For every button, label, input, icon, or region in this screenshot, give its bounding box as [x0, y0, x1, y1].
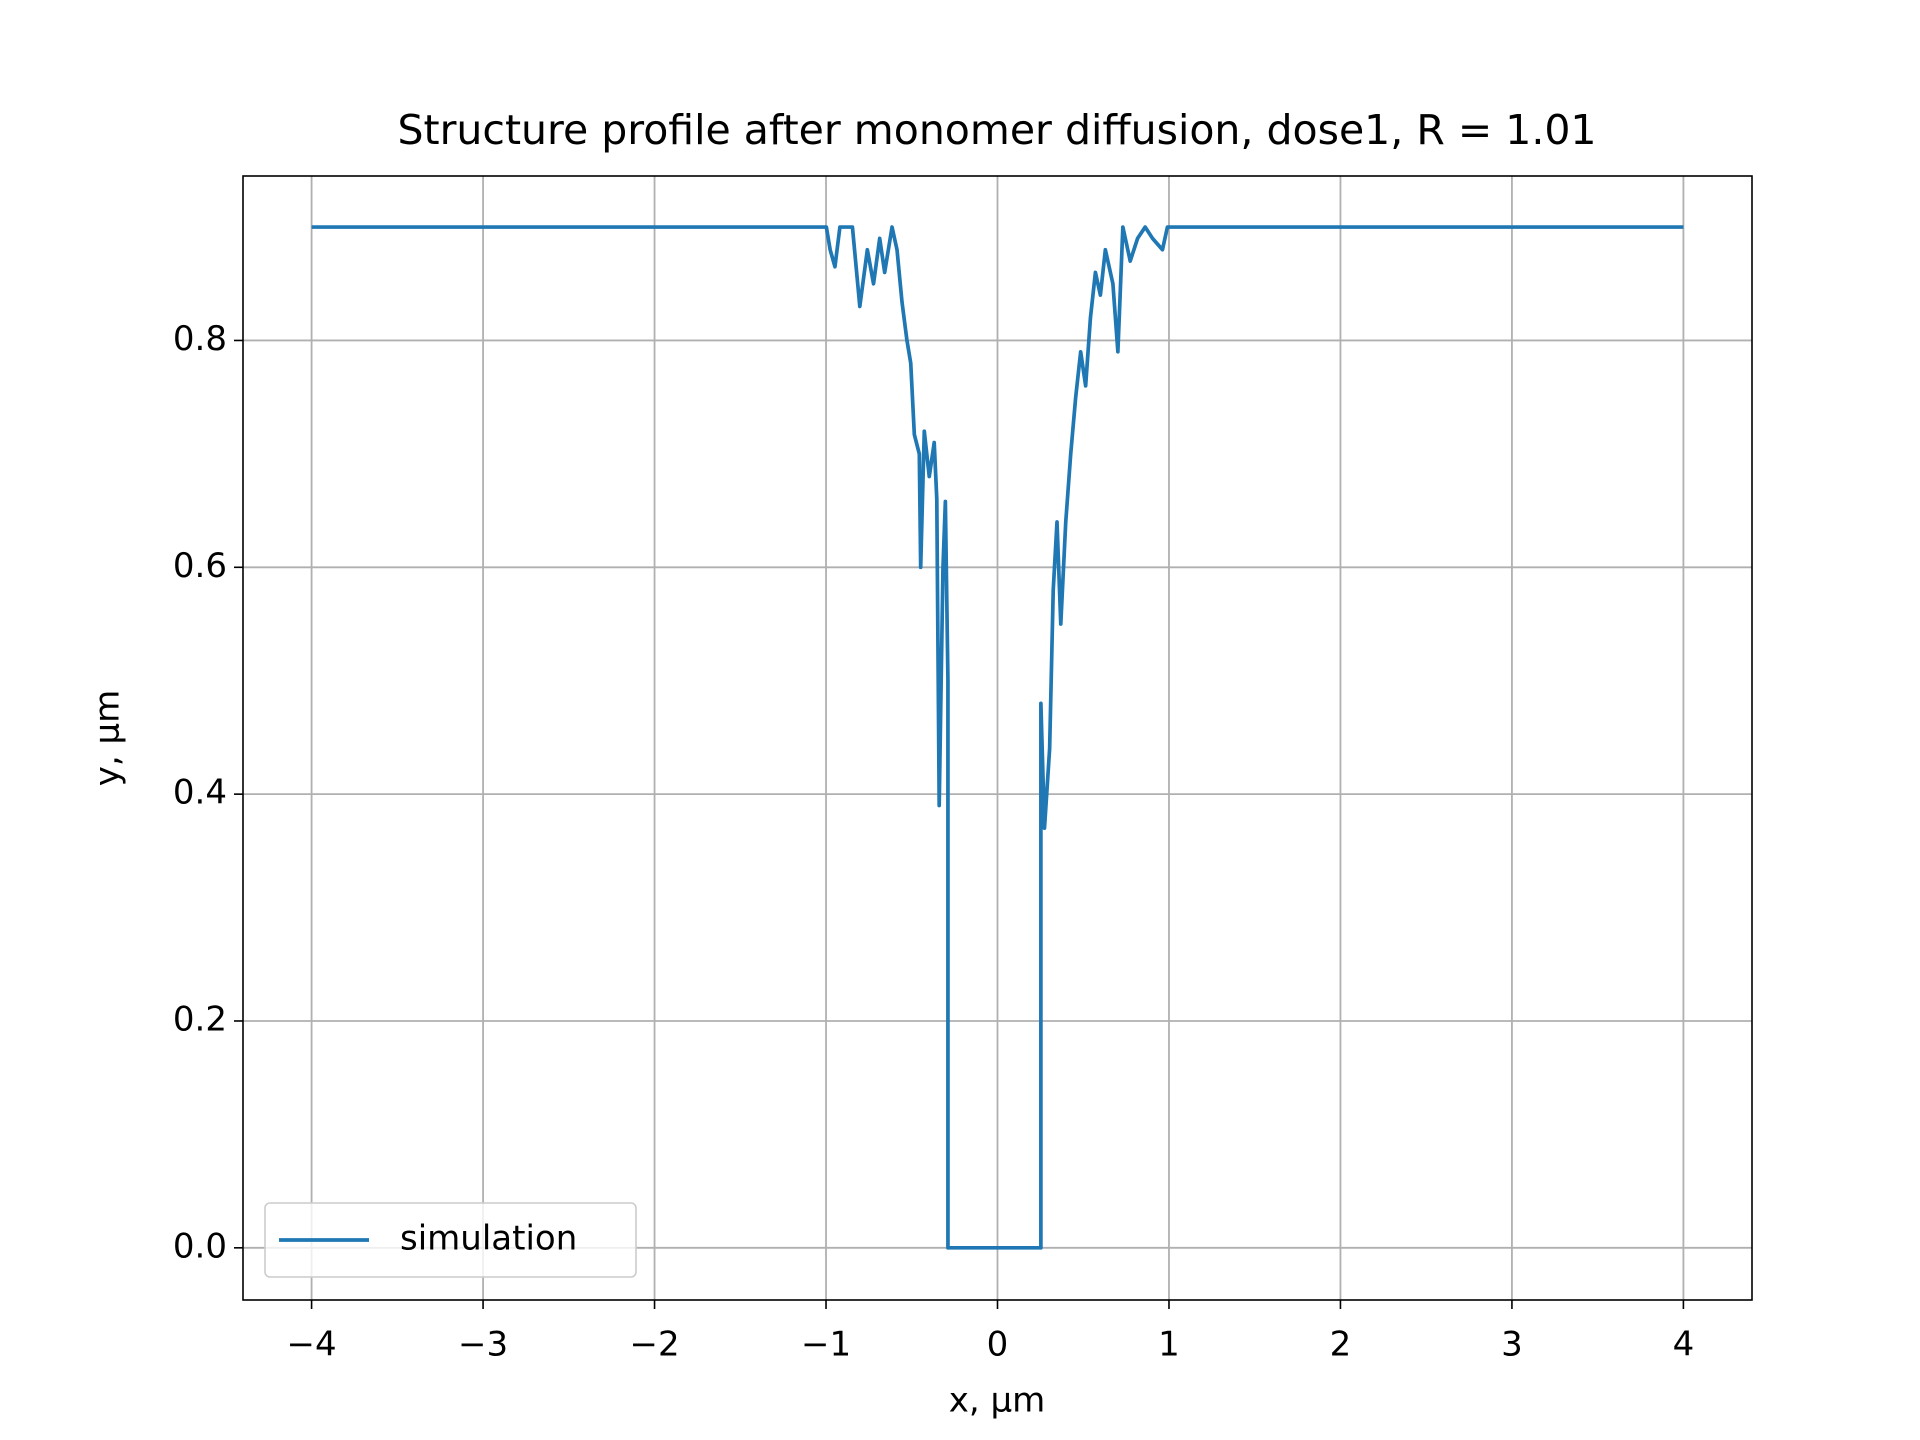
x-tick-label: −3	[458, 1325, 508, 1365]
legend-label: simulation	[400, 1219, 577, 1259]
y-tick-label: 0.4	[173, 773, 227, 813]
x-tick-label: 3	[1501, 1325, 1523, 1365]
axes-frame	[242, 175, 1753, 1301]
x-tick-label: 4	[1673, 1325, 1695, 1365]
x-axis-label: x, μm	[949, 1381, 1046, 1421]
x-tick-label: 2	[1330, 1325, 1352, 1365]
x-tick-label: −1	[801, 1325, 851, 1365]
x-tick-label: −4	[287, 1325, 337, 1365]
y-tick-label: 0.6	[173, 546, 227, 586]
legend-box	[264, 1202, 637, 1278]
data-line	[311, 225, 1684, 1250]
chart-title: Structure profile after monomer diffusio…	[397, 106, 1596, 154]
y-tick-label: 0.2	[173, 999, 227, 1039]
y-tick-label: 0.0	[173, 1226, 227, 1266]
x-tick-label: −2	[629, 1325, 679, 1365]
y-tick-label: 0.8	[173, 319, 227, 359]
y-axis-label: y, μm	[88, 690, 128, 787]
x-tick-label: 0	[987, 1325, 1009, 1365]
x-tick-label: 1	[1158, 1325, 1180, 1365]
